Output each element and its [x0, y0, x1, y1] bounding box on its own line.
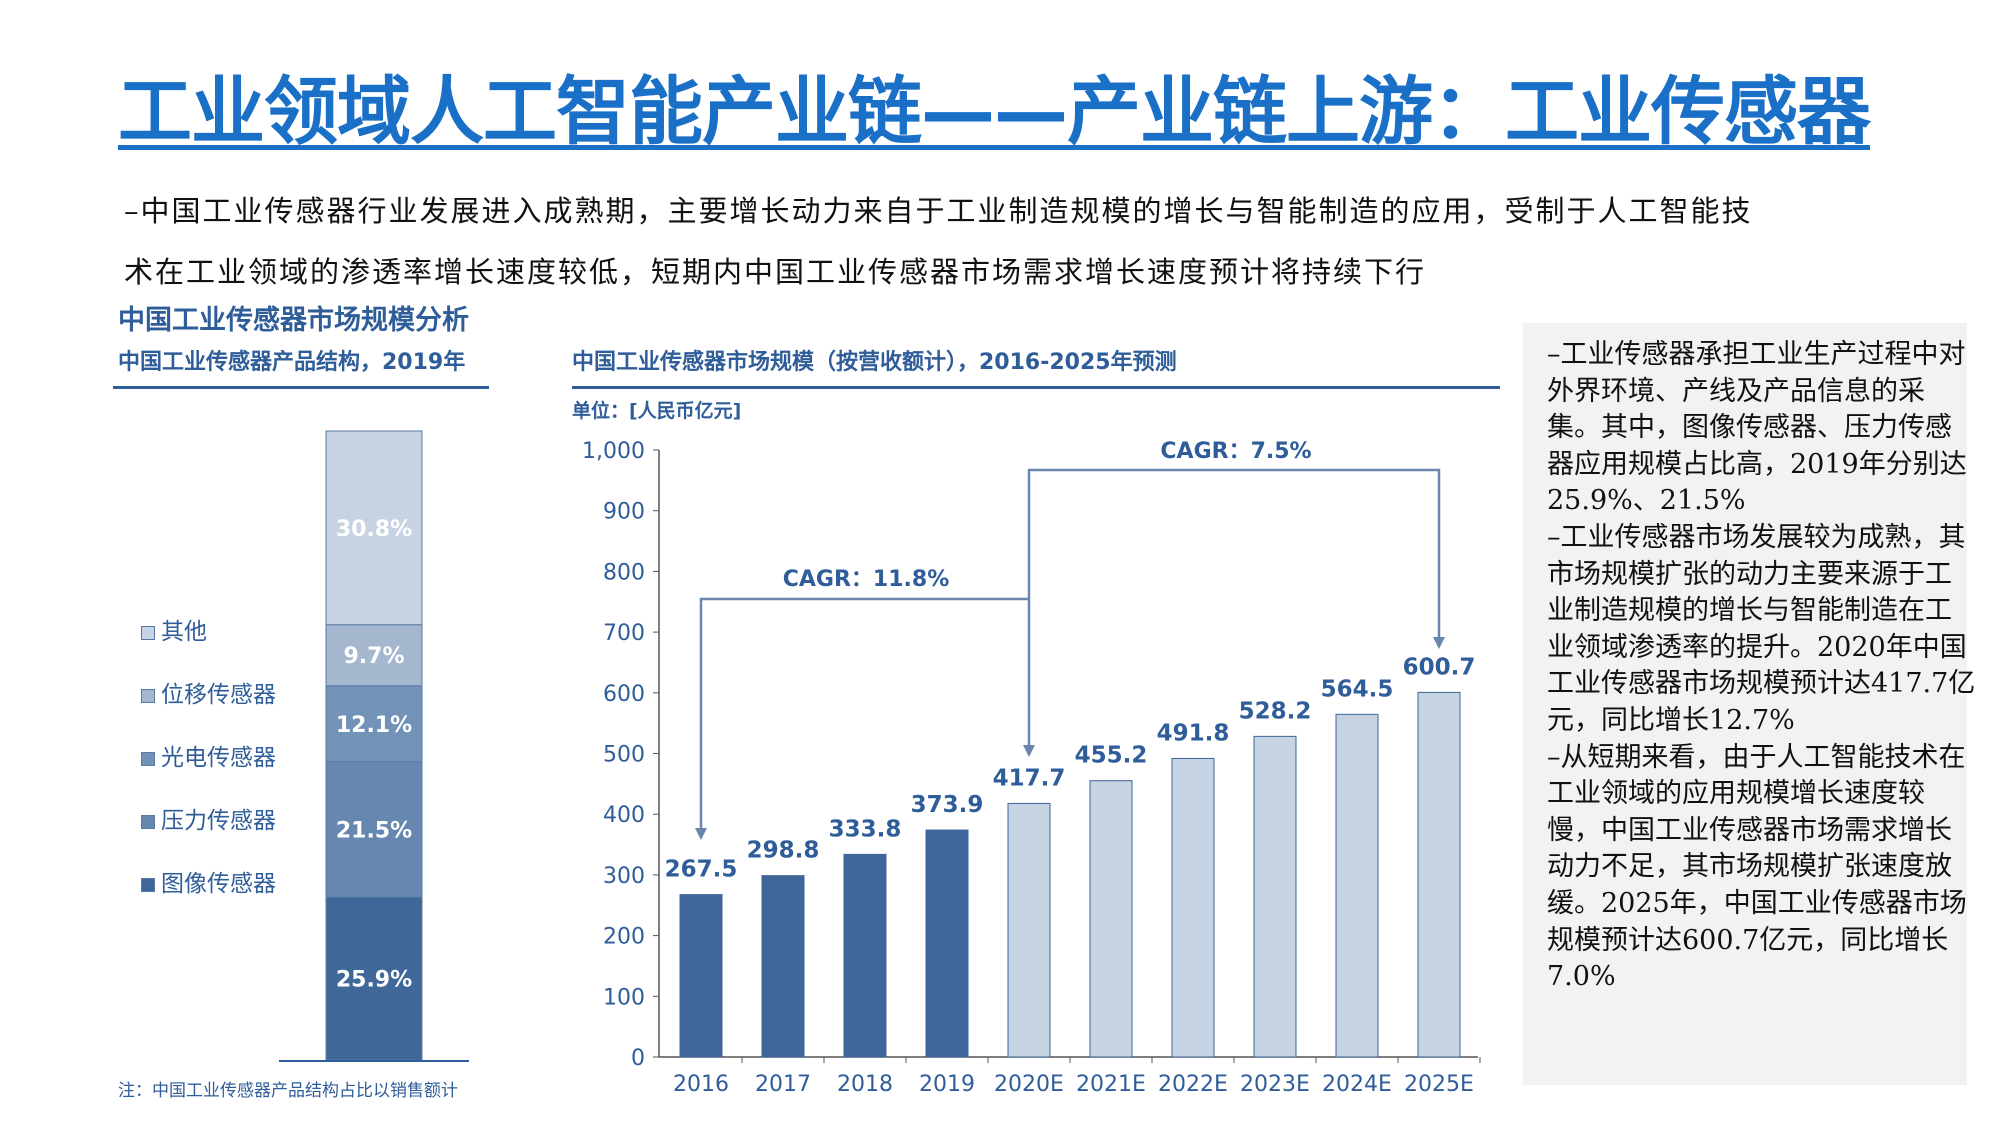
y-tick-label: 1,000 [582, 439, 645, 464]
y-tick-label: 500 [603, 743, 645, 768]
page-title: 工业领域人工智能产业链——产业链上游：工业传感器 [118, 69, 1871, 155]
x-tick-label: 2024E [1322, 1072, 1392, 1097]
y-tick-label: 200 [603, 925, 645, 950]
bar-2017 [761, 875, 805, 1058]
stack-segment-3 [325, 624, 423, 687]
bar-value-label: 600.7 [1403, 654, 1476, 680]
x-tick-label: 2023E [1240, 1072, 1310, 1097]
market-chart-title: 中国工业传感器市场规模（按营收额计），2016-2025年预测 [572, 350, 1177, 375]
x-tick-label: 2017 [755, 1072, 811, 1097]
legend-label: 位移传感器 [161, 682, 276, 708]
legend-label: 压力传感器 [161, 808, 276, 834]
cagr-label: CAGR：7.5% [1160, 439, 1311, 464]
legend-item: 光电传感器 [141, 738, 276, 772]
bar-2020E [1007, 802, 1051, 1058]
bar-value-label: 333.8 [829, 816, 902, 842]
y-tick-label: 600 [603, 682, 645, 707]
x-tick-label: 2021E [1076, 1072, 1146, 1097]
arrow-head-icon [1433, 637, 1445, 649]
footnote: 注：中国工业传感器产品结构占比以销售额计 [118, 1081, 458, 1101]
bar-2018 [843, 853, 887, 1058]
bar-value-label: 455.2 [1075, 743, 1148, 769]
unit-label: 单位：[人民币亿元] [572, 400, 742, 422]
bar-value-label: 267.5 [665, 857, 738, 883]
divider [113, 386, 489, 389]
y-tick-label: 400 [603, 803, 645, 828]
legend-item: 压力传感器 [141, 801, 276, 835]
segment-label: 21.5% [336, 818, 412, 843]
segment-label: 12.1% [336, 713, 412, 738]
summary-panel: –工业传感器承担工业生产过程中对外界环境、产线及产品信息的采集。其中，图像传感器… [1523, 323, 1975, 1085]
section-title: 中国工业传感器市场规模分析 [118, 305, 469, 336]
bar-2024E [1335, 713, 1379, 1058]
legend-label: 光电传感器 [161, 745, 276, 771]
stack-segment-1 [325, 761, 423, 898]
stack-segment-4 [325, 430, 423, 626]
structure-chart-title: 中国工业传感器产品结构，2019年 [118, 350, 466, 375]
bar-2016 [679, 894, 723, 1058]
y-tick-label: 900 [603, 500, 645, 525]
bar-value-label: 417.7 [993, 765, 1066, 791]
bar-value-label: 564.5 [1321, 676, 1394, 702]
arrow-head-icon [695, 828, 707, 840]
x-tick-label: 2019 [919, 1072, 975, 1097]
bar-value-label: 373.9 [911, 792, 984, 818]
cagr-bracket [699, 597, 1031, 838]
bar-2019 [925, 829, 969, 1058]
intro-line-1: –中国工业传感器行业发展进入成熟期，主要增长动力来自于工业制造规模的增长与智能制… [124, 194, 1753, 228]
intro-line-2: 术在工业领域的渗透率增长速度较低，短期内中国工业传感器市场需求增长速度预计将持续… [124, 255, 1427, 289]
bar-value-label: 528.2 [1239, 698, 1312, 724]
bar-2021E [1089, 780, 1133, 1058]
y-tick-label: 100 [603, 985, 645, 1010]
legend-item: 图像传感器 [141, 864, 276, 898]
bar-2025E [1417, 691, 1461, 1058]
x-tick-label: 2020E [994, 1072, 1064, 1097]
stack-segment-0 [325, 896, 423, 1061]
bar-value-label: 298.8 [747, 838, 820, 864]
legend-label: 图像传感器 [161, 871, 276, 897]
x-tick-label: 2018 [837, 1072, 893, 1097]
arrow-head-icon [1023, 745, 1035, 757]
legend-swatch [141, 814, 155, 829]
legend-label: 其他 [161, 619, 207, 645]
segment-label: 9.7% [343, 644, 404, 669]
bar-2022E [1171, 757, 1215, 1058]
bar-2023E [1253, 735, 1297, 1058]
y-tick-label: 700 [603, 621, 645, 646]
legend-swatch [141, 625, 155, 640]
segment-label: 30.8% [336, 517, 412, 542]
legend-swatch [141, 751, 155, 766]
x-tick-label: 2025E [1404, 1072, 1474, 1097]
segment-label: 25.9% [336, 968, 412, 993]
legend-swatch [141, 877, 155, 892]
x-tick-label: 2022E [1158, 1072, 1228, 1097]
cagr-label: CAGR：11.8% [783, 567, 950, 592]
legend-item: 其他 [141, 612, 207, 646]
cagr-bracket [1027, 468, 1441, 647]
summary-text: –工业传感器承担工业生产过程中对外界环境、产线及产品信息的采集。其中，图像传感器… [1547, 339, 1976, 993]
divider [572, 386, 1500, 389]
bar-value-label: 491.8 [1157, 720, 1230, 746]
legend-item: 位移传感器 [141, 675, 276, 709]
x-tick-label: 2016 [673, 1072, 729, 1097]
y-tick-label: 300 [603, 864, 645, 889]
legend-swatch [141, 688, 155, 703]
stack-segment-2 [325, 685, 423, 763]
y-tick-label: 800 [603, 560, 645, 585]
y-tick-label: 0 [631, 1046, 645, 1071]
